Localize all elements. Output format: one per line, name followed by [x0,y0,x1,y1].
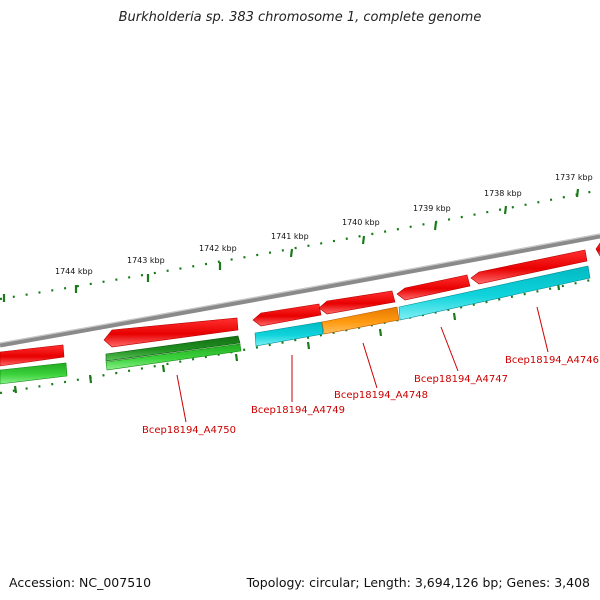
gene-arrow-reverse-orange[interactable] [321,306,400,335]
tick-label: 1741 kbp [271,232,309,241]
backbone-arc-highlight [0,233,600,344]
reverse-strand-genes [0,265,591,385]
gene-arrow-forward[interactable] [318,290,396,315]
tick-label: 1744 kbp [55,267,93,276]
tick-label: 1737 kbp [555,173,593,182]
gene-arrow-reverse-green[interactable] [105,343,242,371]
gene-label[interactable]: Bcep18194_A4747 [414,374,508,385]
gene-label[interactable]: Bcep18194_A4746 [505,355,599,366]
gene-arrow-forward[interactable] [0,344,65,367]
tick-labels: 1737 kbp 1738 kbp 1739 kbp 1740 kbp 1741… [55,173,593,276]
gene-label[interactable]: Bcep18194_A4749 [251,405,345,416]
gene-arrow-reverse-cyan[interactable] [398,265,591,321]
forward-strand-genes [0,242,600,367]
gene-arrow-forward[interactable] [103,317,239,348]
backbone-arc [0,233,600,348]
gene-arrow-forward[interactable] [595,242,600,257]
tick-label: 1742 kbp [199,244,237,253]
gene-label[interactable]: Bcep18194_A4750 [142,425,236,436]
tick-label: 1743 kbp [127,256,165,265]
gene-arrow-forward[interactable] [396,274,471,301]
tick-label: 1740 kbp [342,218,380,227]
outer-major-ticks [2,188,580,302]
gene-arrow-reverse-cyan[interactable] [254,321,324,347]
tick-label: 1738 kbp [484,189,522,198]
gene-labels: Bcep18194_A4746 Bcep18194_A4747 Bcep1819… [142,355,599,436]
accession-label: Accession: NC_007510 [9,575,152,590]
gene-arrow-reverse-darkgreen[interactable] [105,335,241,362]
gene-label-connectors [176,306,549,423]
tick-label: 1739 kbp [413,204,451,213]
map-title: Burkholderia sp. 383 chromosome 1, compl… [118,10,482,25]
gene-arrow-reverse-green[interactable] [0,362,68,385]
gene-arrow-forward[interactable] [252,303,322,327]
gene-label[interactable]: Bcep18194_A4748 [334,390,428,401]
gene-arrow-forward[interactable] [470,249,588,285]
genome-summary-label: Topology: circular; Length: 3,694,126 bp… [246,575,590,590]
